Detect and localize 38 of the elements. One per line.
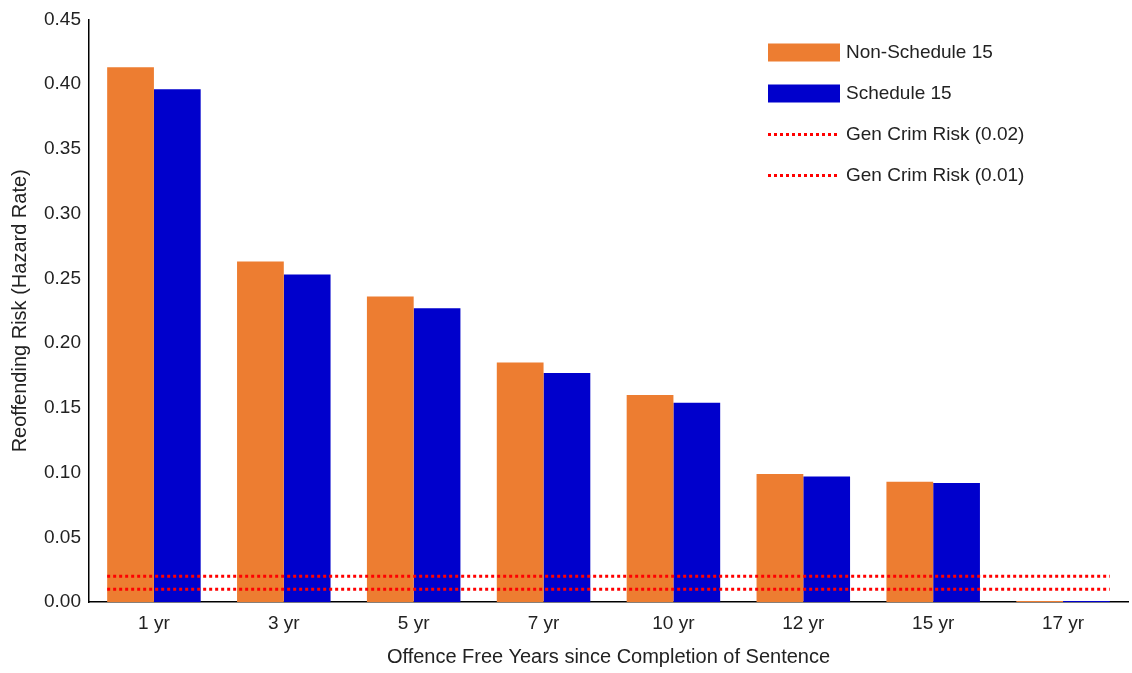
bar: [543, 372, 591, 603]
y-tick-label: 0.10: [44, 460, 81, 482]
y-axis-title: Reoffending Risk (Hazard Rate): [7, 169, 30, 453]
bar: [107, 67, 154, 603]
y-tick-label: 0.20: [44, 331, 81, 353]
legend-label: Schedule 15: [846, 81, 952, 103]
x-tick-label: 12 yr: [782, 611, 826, 633]
y-tick-label: 0.15: [44, 396, 81, 418]
x-tick-label: 5 yr: [397, 611, 431, 633]
bar: [933, 483, 980, 603]
legend-label: Gen Crim Risk (0.01): [846, 163, 1025, 185]
x-tick-label: 17 yr: [1041, 611, 1085, 633]
bar: [153, 89, 201, 603]
x-tick-label: 15 yr: [912, 611, 955, 633]
y-tick-label: 0.00: [44, 590, 81, 612]
x-tick-label: 7 yr: [527, 611, 561, 633]
y-tick-label: 0.05: [44, 525, 81, 547]
x-tick-label: 1 yr: [138, 611, 171, 633]
legend-label: Gen Crim Risk (0.02): [846, 122, 1025, 144]
y-tick-label: 0.35: [44, 137, 81, 159]
x-axis-title: Offence Free Years since Completion of Sentence: [386, 644, 831, 667]
bar: [283, 274, 331, 603]
x-tick-label: 10 yr: [652, 611, 696, 633]
legend-label: Non-Schedule 15: [846, 40, 993, 62]
bar: [803, 476, 851, 603]
y-tick-label: 0.40: [44, 72, 81, 94]
y-tick-label: 0.30: [44, 201, 81, 223]
bar: [496, 362, 544, 603]
bar: [886, 481, 934, 603]
bar: [756, 473, 804, 603]
y-tick-label: 0.25: [44, 266, 81, 288]
bar: [626, 394, 674, 603]
bar: [237, 261, 284, 603]
bar: [673, 402, 721, 603]
bar: [366, 296, 414, 603]
y-tick-label: 0.45: [44, 7, 81, 29]
x-tick-label: 3 yr: [267, 611, 301, 633]
bar: [413, 308, 461, 603]
